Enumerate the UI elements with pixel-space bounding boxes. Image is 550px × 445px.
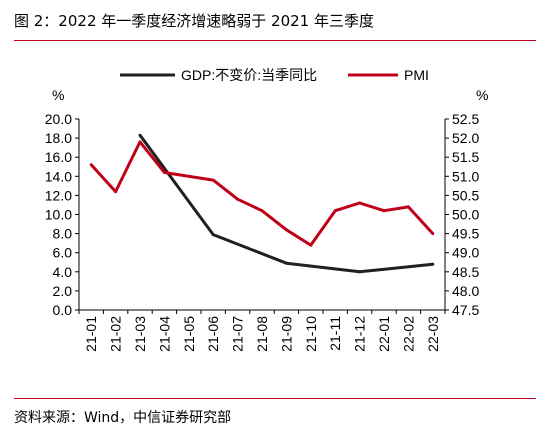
data-point — [260, 209, 264, 213]
legend-label-gdp: GDP:不变价:当季同比 — [181, 67, 317, 83]
left-tick-label: 20.0 — [45, 111, 72, 127]
x-tick-label: 21-12 — [352, 316, 368, 352]
legend-label-pmi: PMI — [404, 67, 429, 83]
left-tick-label: 4.0 — [53, 264, 73, 280]
source-note: 资料来源：Wind，中信证券研究部 — [14, 410, 232, 426]
x-tick-label: 21-04 — [156, 316, 172, 352]
x-tick-label: 22-01 — [376, 316, 392, 352]
x-tick-label: 21-05 — [181, 316, 197, 352]
data-point — [138, 140, 142, 144]
legend: GDP:不变价:当季同比 PMI — [120, 67, 429, 83]
line-chart: GDP:不变价:当季同比 PMI % % 0.0 2.0 4.0 6.0 8.0 10.0… — [45, 67, 489, 352]
data-point — [211, 178, 215, 182]
data-point — [284, 228, 288, 232]
x-tick-label: 22-03 — [425, 316, 441, 352]
right-tick-label: 48.5 — [452, 264, 479, 280]
right-tick-label: 50.0 — [452, 207, 479, 223]
series-layer — [89, 133, 435, 274]
data-point — [236, 197, 240, 201]
left-tick-label: 16.0 — [45, 149, 72, 165]
data-point — [309, 243, 313, 247]
series-gdp — [138, 133, 435, 274]
x-tick-label: 21-03 — [132, 316, 148, 352]
data-point — [358, 270, 362, 274]
data-point — [406, 205, 410, 209]
x-tick-label: 21-01 — [83, 316, 99, 352]
right-axis-unit: % — [476, 87, 488, 103]
right-tick-label: 52.5 — [452, 111, 479, 127]
data-point — [114, 190, 118, 194]
source-divider — [14, 398, 536, 399]
data-point — [333, 209, 337, 213]
left-tick-label: 8.0 — [53, 226, 73, 242]
left-axis-ticks: 0.0 2.0 4.0 6.0 8.0 10.0 12.0 14.0 16.0 18.0 20.0 — [45, 111, 79, 318]
right-tick-label: 51.5 — [452, 149, 479, 165]
right-axis-ticks: 47.5 48.0 48.5 49.0 49.5 50.0 50.5 51.0 51.5 52.0… — [445, 111, 479, 318]
series-line — [90, 140, 434, 247]
series-pmi — [89, 140, 435, 247]
data-point — [431, 232, 435, 236]
right-tick-label: 47.5 — [452, 302, 479, 318]
left-tick-label: 18.0 — [45, 130, 72, 146]
figure-title: 图 2：2022 年一季度经济增速略弱于 2021 年三季度 — [14, 12, 374, 30]
x-tick-label: 21-02 — [108, 316, 124, 352]
left-tick-label: 10.0 — [45, 207, 72, 223]
left-tick-label: 0.0 — [53, 302, 73, 318]
data-point — [187, 174, 191, 178]
right-tick-label: 49.5 — [452, 226, 479, 242]
data-point — [431, 262, 435, 266]
left-tick-label: 12.0 — [45, 187, 72, 203]
data-point — [284, 261, 288, 265]
axes — [78, 119, 446, 311]
right-tick-label: 50.5 — [452, 187, 479, 203]
right-tick-label: 51.0 — [452, 168, 479, 184]
right-tick-label: 52.0 — [452, 130, 479, 146]
title-divider — [14, 40, 536, 41]
data-point — [358, 201, 362, 205]
left-tick-label: 2.0 — [53, 283, 73, 299]
series-line — [138, 134, 433, 274]
x-tick-label: 22-02 — [400, 316, 416, 352]
x-tick-label: 21-07 — [230, 316, 246, 352]
left-axis-unit: % — [52, 87, 64, 103]
right-tick-label: 48.0 — [452, 283, 479, 299]
right-tick-label: 49.0 — [452, 245, 479, 261]
x-tick-label: 21-11 — [327, 316, 343, 351]
x-tick-label: 21-10 — [303, 316, 319, 352]
data-point — [162, 171, 166, 174]
x-tick-label: 21-09 — [278, 316, 294, 352]
data-point — [211, 233, 215, 237]
x-tick-label: 21-06 — [205, 316, 221, 352]
left-tick-label: 6.0 — [53, 245, 73, 261]
data-point — [382, 209, 386, 213]
data-point — [138, 133, 142, 137]
x-axis-ticks: 21-01 21-02 21-03 21-04 21-05 21-06 21-07 21-08… — [78, 310, 446, 352]
left-tick-label: 14.0 — [45, 168, 72, 184]
x-tick-label: 21-08 — [254, 316, 270, 352]
data-point — [89, 163, 93, 167]
